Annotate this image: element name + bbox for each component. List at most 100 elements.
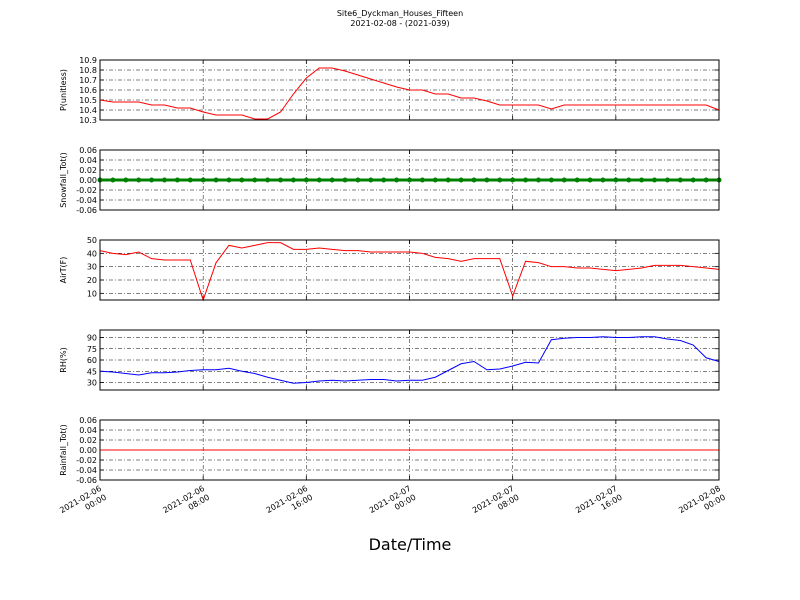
data-point — [445, 177, 451, 183]
x-tick-label: 2021-02-06 08:00 — [161, 484, 211, 524]
y-tick-label: -0.02 — [76, 456, 97, 465]
x-tick-label: 2021-02-07 08:00 — [471, 484, 521, 524]
data-point — [497, 177, 503, 183]
y-tick-label: 10.5 — [79, 96, 97, 105]
x-tick-label: 2021-02-08 00:00 — [677, 484, 727, 524]
data-point — [149, 177, 155, 183]
data-point — [187, 177, 193, 183]
data-point — [677, 177, 683, 183]
y-tick-label: 30 — [87, 263, 97, 272]
y-tick-label: 0.06 — [79, 416, 97, 425]
y-tick-label: 0.04 — [79, 156, 97, 165]
data-point — [213, 177, 219, 183]
data-point — [161, 177, 167, 183]
data-point — [613, 177, 619, 183]
data-point — [639, 177, 645, 183]
y-tick-label: 20 — [87, 276, 97, 285]
figure-subtitle: 2021-02-08 - (2021-039) — [350, 19, 449, 28]
data-point — [419, 177, 425, 183]
y-tick-label: -0.06 — [76, 476, 97, 485]
data-line — [99, 67, 720, 120]
data-point — [626, 177, 632, 183]
data-point — [574, 177, 580, 183]
data-point — [652, 177, 658, 183]
y-tick-label: -0.06 — [76, 206, 97, 215]
y-tick-label: 0.00 — [79, 446, 97, 455]
y-tick-label: 30 — [87, 379, 97, 388]
data-point — [432, 177, 438, 183]
data-point — [123, 177, 129, 183]
y-tick-label: 0.06 — [79, 146, 97, 155]
y-tick-label: 10 — [87, 289, 97, 298]
data-point — [355, 177, 361, 183]
data-point — [587, 177, 593, 183]
data-point — [484, 177, 490, 183]
data-point — [239, 177, 245, 183]
data-line — [99, 336, 720, 384]
x-axis-label: Date/Time — [369, 535, 452, 554]
x-tick-label: 2021-02-06 00:00 — [58, 484, 108, 524]
y-axis-label: P(unitless) — [59, 69, 68, 111]
y-tick-label: 0.02 — [79, 436, 97, 445]
y-axis-label: Rainfall_Tot() — [59, 424, 68, 476]
data-point — [278, 177, 284, 183]
data-point — [690, 177, 696, 183]
data-point — [510, 177, 516, 183]
data-point — [535, 177, 541, 183]
y-axis-label: RH(%) — [59, 347, 68, 372]
data-point — [329, 177, 335, 183]
y-tick-label: 60 — [87, 356, 97, 365]
x-tick-label: 2021-02-07 00:00 — [368, 484, 418, 524]
data-point — [471, 177, 477, 183]
y-tick-label: 45 — [87, 367, 97, 376]
y-tick-label: -0.02 — [76, 186, 97, 195]
y-tick-label: -0.04 — [76, 466, 97, 475]
data-point — [316, 177, 322, 183]
data-point — [664, 177, 670, 183]
y-tick-label: 90 — [87, 334, 97, 343]
data-point — [703, 177, 709, 183]
y-tick-label: 75 — [87, 345, 97, 354]
figure-title: Site6_Dyckman_Houses_Fifteen — [337, 9, 463, 18]
axes-frame — [99, 329, 720, 391]
y-tick-label: 50 — [87, 236, 97, 245]
y-tick-label: 0.04 — [79, 426, 97, 435]
y-axis-label: AirT(F) — [59, 257, 68, 284]
data-point — [368, 177, 374, 183]
y-tick-label: 10.4 — [79, 106, 97, 115]
data-point — [523, 177, 529, 183]
data-point — [265, 177, 271, 183]
y-axis-label: Snowfall_Tot() — [59, 152, 68, 208]
data-point — [252, 177, 258, 183]
y-tick-label: 10.9 — [79, 56, 97, 65]
y-tick-label: 0.02 — [79, 166, 97, 175]
data-point — [290, 177, 296, 183]
data-point — [174, 177, 180, 183]
data-point — [110, 177, 116, 183]
data-point — [394, 177, 400, 183]
data-point — [407, 177, 412, 183]
data-point — [136, 177, 142, 183]
data-point — [381, 177, 387, 183]
axes-frame — [99, 419, 720, 481]
data-point — [561, 177, 567, 183]
data-point — [200, 177, 206, 183]
axes-frame — [99, 239, 720, 301]
y-tick-label: 10.3 — [79, 116, 97, 125]
data-point — [226, 177, 232, 183]
y-tick-label: 0.00 — [79, 176, 97, 185]
y-tick-label: 10.8 — [79, 66, 97, 75]
data-point — [303, 177, 309, 183]
axes-frame — [99, 59, 720, 121]
y-tick-label: 40 — [87, 249, 97, 258]
y-tick-label: 10.6 — [79, 86, 97, 95]
axes-frame — [99, 149, 720, 211]
data-point — [458, 177, 464, 183]
x-tick-label: 2021-02-07 16:00 — [574, 484, 624, 524]
y-tick-label: 10.7 — [79, 76, 97, 85]
data-point — [342, 177, 348, 183]
x-tick-label: 2021-02-06 16:00 — [265, 484, 315, 524]
data-point — [548, 177, 554, 183]
data-point — [600, 177, 606, 183]
